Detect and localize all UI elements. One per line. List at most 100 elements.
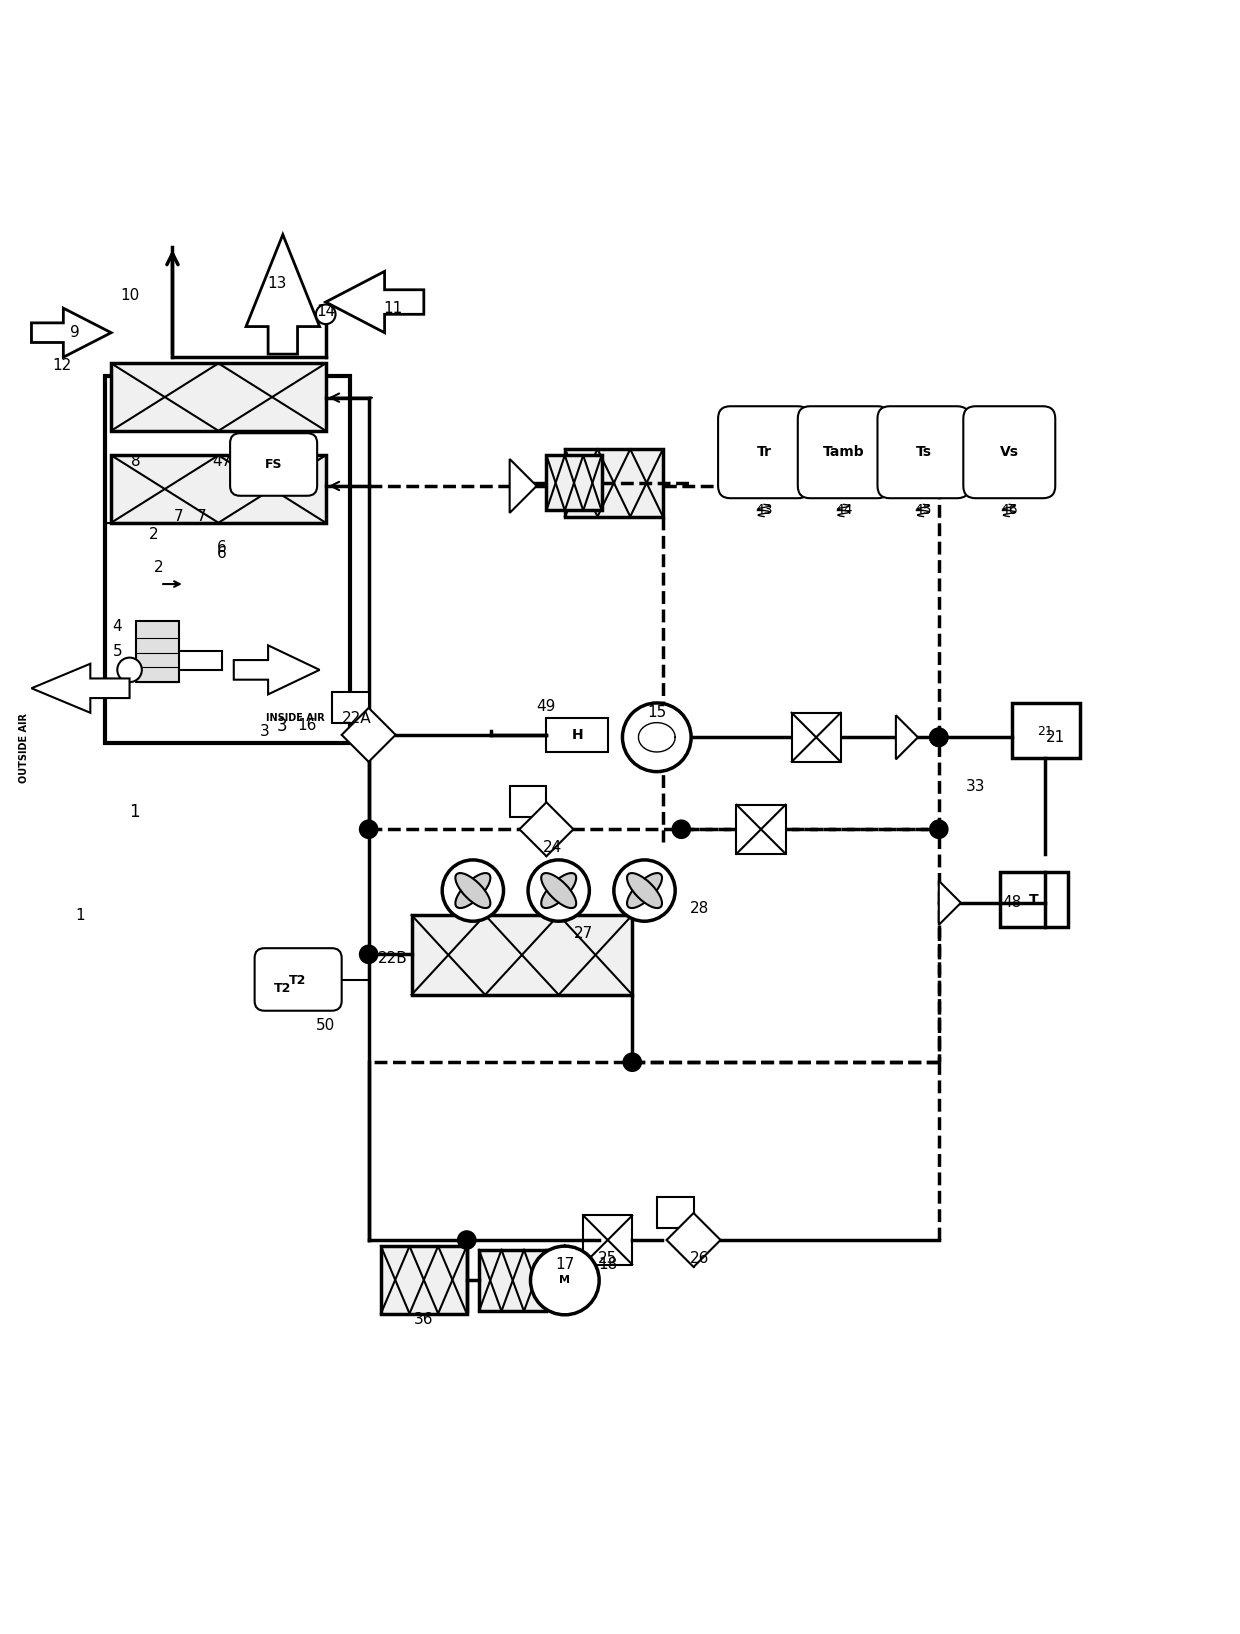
Polygon shape [510,459,537,513]
Text: 9: 9 [69,325,79,340]
Text: 1: 1 [76,907,86,923]
Bar [583,1216,632,1265]
Text: 14: 14 [316,304,335,319]
Text: 6: 6 [217,539,227,556]
Text: 7: 7 [197,510,207,525]
Text: 47: 47 [212,454,231,469]
Text: 24: 24 [543,840,562,855]
Text: FS: FS [265,458,283,471]
Circle shape [358,944,378,964]
Text: 15: 15 [647,706,666,721]
Circle shape [456,1230,476,1250]
Text: 5: 5 [113,644,122,659]
FancyBboxPatch shape [254,948,342,1011]
Polygon shape [939,881,961,925]
Circle shape [672,820,691,840]
Polygon shape [895,716,918,760]
Text: Tr: Tr [756,444,771,459]
Circle shape [622,703,691,771]
Ellipse shape [541,873,577,909]
Circle shape [118,657,141,681]
Polygon shape [667,1212,720,1266]
Bar [1012,703,1080,758]
Circle shape [929,727,949,747]
Circle shape [622,1052,642,1072]
Text: 33: 33 [966,779,986,794]
Ellipse shape [627,873,662,909]
Circle shape [531,1247,599,1315]
Text: 2: 2 [149,528,159,542]
FancyBboxPatch shape [718,407,810,498]
Text: 50: 50 [316,1018,335,1033]
Polygon shape [520,802,573,856]
Bar [657,1198,693,1227]
Text: 4: 4 [113,619,122,634]
Ellipse shape [627,873,662,909]
FancyBboxPatch shape [797,407,890,498]
Circle shape [528,859,589,922]
FancyBboxPatch shape [231,433,317,495]
Text: 2: 2 [154,560,164,575]
Text: 7: 7 [174,510,184,525]
Text: H: H [572,727,583,742]
Text: 17: 17 [556,1257,574,1271]
Text: 36: 36 [414,1312,434,1327]
Text: 11: 11 [383,301,403,315]
Text: 27: 27 [574,926,593,941]
Text: 28: 28 [691,902,709,917]
Bar [412,915,632,995]
Text: 3: 3 [277,717,288,735]
Bar [105,376,350,743]
Ellipse shape [541,873,577,909]
Text: T2: T2 [289,974,306,987]
Bar [547,456,601,510]
Ellipse shape [455,873,490,909]
Bar [510,786,547,817]
Polygon shape [342,708,396,761]
Text: Tamb: Tamb [823,444,864,459]
Polygon shape [31,663,129,712]
Text: 1: 1 [129,802,140,820]
Text: 49: 49 [537,699,556,714]
Bar [565,449,663,516]
Text: OUTSIDE AIR: OUTSIDE AIR [19,712,30,783]
Bar [1001,873,1068,928]
Circle shape [443,859,503,922]
Text: 25: 25 [598,1252,618,1266]
Bar [112,456,326,523]
Bar [332,691,368,722]
Text: 21: 21 [1045,730,1065,745]
Text: 48: 48 [1003,895,1022,910]
Circle shape [929,727,949,747]
Ellipse shape [455,873,490,909]
Text: 21: 21 [1038,724,1053,737]
Bar [737,804,785,855]
Circle shape [358,820,378,840]
Bar [547,717,608,752]
Text: T2: T2 [274,982,291,995]
Text: 43: 43 [755,503,773,518]
Text: T: T [1028,894,1038,907]
Text: 16: 16 [298,717,317,732]
Text: 12: 12 [52,358,72,373]
Text: 22A: 22A [341,711,371,727]
Text: 3: 3 [259,724,269,739]
Text: Ts: Ts [915,444,931,459]
Text: 26: 26 [689,1252,709,1266]
FancyBboxPatch shape [878,407,970,498]
Text: 13: 13 [267,276,286,291]
Text: M: M [559,1276,570,1286]
Text: 10: 10 [120,289,139,304]
Polygon shape [234,645,320,694]
FancyBboxPatch shape [963,407,1055,498]
Text: 46: 46 [1001,503,1018,518]
Text: 8: 8 [131,454,140,469]
Text: 45: 45 [915,503,932,518]
Bar [479,1250,547,1310]
Text: 22B: 22B [378,951,408,966]
Bar [381,1247,466,1314]
Polygon shape [326,271,424,333]
Text: 6: 6 [217,546,227,560]
Circle shape [929,820,949,840]
Text: 18: 18 [598,1257,618,1271]
